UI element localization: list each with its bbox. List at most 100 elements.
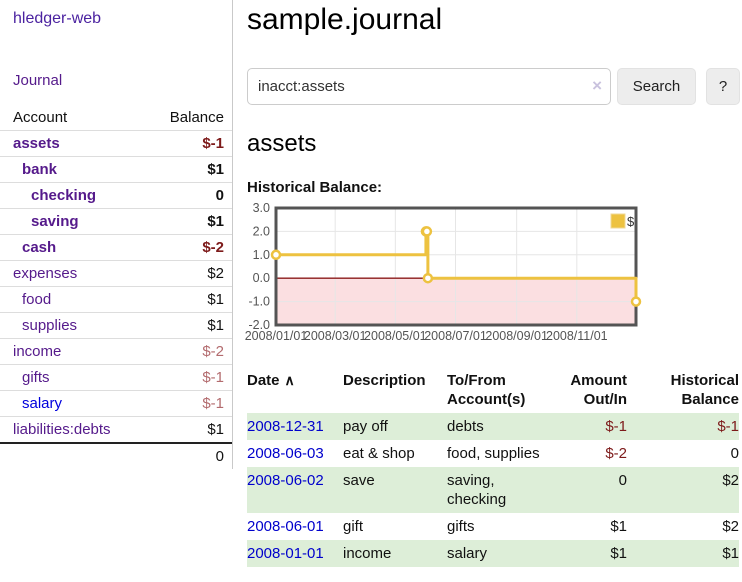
account-row: liabilities:debts $1 [0, 416, 232, 442]
account-balance: $-2 [202, 343, 224, 360]
register-col-header-text: Description [343, 372, 426, 389]
svg-text:2008/05/01: 2008/05/01 [364, 329, 427, 343]
account-row: supplies $1 [0, 312, 232, 338]
historical-balance-chart: $3.0 2.0 1.0 0.0 -1.0 -2.0 2008/01/01 2008/03/0… [244, 201, 742, 355]
svg-text:-1.0: -1.0 [248, 295, 270, 309]
register-col-header-text: To/From [447, 372, 506, 389]
account-row: gifts $-1 [0, 364, 232, 390]
register-col-header-text: Account(s) [447, 391, 526, 408]
account-balance: $-1 [202, 135, 224, 152]
register-col-header: Amount Out/In [555, 369, 627, 413]
search-form: × Search ? [247, 68, 742, 105]
transaction-description: save [343, 472, 375, 489]
account-link-income[interactable]: income [13, 343, 62, 360]
account-balance: $1 [207, 291, 224, 308]
register-col-header-text: Out/In [583, 391, 627, 408]
transaction-date-link[interactable]: 2008-12-31 [247, 418, 324, 435]
transaction-balance: 0 [730, 445, 739, 462]
transaction-balance: $2 [722, 472, 739, 489]
svg-text:0.0: 0.0 [253, 271, 270, 285]
transaction-accounts: food, supplies [447, 445, 540, 462]
sort-up-icon[interactable]: ∧ [284, 372, 295, 388]
transaction-description: income [343, 545, 392, 562]
account-link-saving[interactable]: saving [31, 213, 79, 230]
account-row: expenses $2 [0, 260, 232, 286]
account-link-bank[interactable]: bank [22, 161, 58, 178]
main-content: sample.journal × Search ? assets Histori… [233, 0, 742, 567]
register-col-header: Description [343, 369, 447, 413]
register-col-header-text: Date [247, 372, 280, 389]
legend-label: $ [627, 214, 635, 229]
accounts-table: Account Balance assets $-1 bank $1 checking 0… [0, 105, 232, 469]
account-balance: $-2 [202, 239, 224, 256]
transaction-amount: $-2 [605, 445, 627, 462]
register-col-header[interactable]: Date ∧ [247, 369, 343, 413]
help-button[interactable]: ? [706, 68, 740, 105]
register-col-header-text: Balance [681, 391, 739, 408]
nav-journal-link[interactable]: Journal [13, 72, 63, 89]
account-row: checking 0 [0, 182, 232, 208]
search-button[interactable]: Search [617, 68, 696, 105]
register-col-header: Historical Balance [627, 369, 739, 413]
account-link-salary[interactable]: salary [22, 395, 63, 412]
accounts-header-account: Account [13, 109, 68, 126]
account-link-expenses[interactable]: expenses [13, 265, 78, 282]
register-account-heading: assets [247, 130, 317, 157]
sidebar-content: hledger-web Journal Account Balance asse… [0, 0, 233, 469]
svg-text:3.0: 3.0 [253, 201, 270, 215]
transaction-row: 2008-01-01 income salary $1 $1 [247, 540, 739, 567]
transaction-description: gift [343, 518, 364, 535]
transaction-date-link[interactable]: 2008-06-01 [247, 518, 324, 535]
account-row: bank $1 [0, 156, 232, 182]
accounts-total-value: 0 [215, 448, 224, 465]
transaction-date-link[interactable]: 2008-06-02 [247, 472, 324, 489]
transaction-row: 2008-06-02 save saving, checking 0 $2 [247, 467, 739, 513]
svg-text:2008/03/01: 2008/03/01 [304, 329, 367, 343]
account-link-checking[interactable]: checking [31, 187, 97, 204]
clear-search-icon[interactable]: × [592, 76, 602, 95]
account-balance: $-1 [202, 395, 224, 412]
transaction-description: pay off [343, 418, 388, 435]
app-window: hledger-web Journal Account Balance asse… [0, 0, 742, 567]
transaction-description: eat & shop [343, 445, 415, 462]
register-table: Date ∧ Description To/From Account(s) Amount O… [247, 369, 739, 567]
sidebar-nav: Journal [0, 72, 232, 89]
transaction-accounts: saving, checking [447, 472, 507, 508]
account-link-supplies[interactable]: supplies [22, 317, 78, 334]
search-box: × [247, 68, 611, 105]
brand-link[interactable]: hledger-web [13, 10, 102, 27]
account-link-gifts[interactable]: gifts [22, 369, 50, 386]
register-col-header-text: Amount [570, 372, 627, 389]
legend-swatch [610, 213, 626, 229]
register-col-header-text: Historical [670, 372, 739, 389]
register-col-header: To/From Account(s) [447, 369, 555, 413]
svg-text:2008/07/01: 2008/07/01 [424, 329, 487, 343]
account-link-liabilities-debts[interactable]: liabilities:debts [13, 421, 111, 438]
svg-text:1.0: 1.0 [253, 248, 270, 262]
transaction-amount: $1 [610, 518, 627, 535]
transaction-amount: $-1 [605, 418, 627, 435]
account-balance: $1 [207, 317, 224, 334]
transaction-accounts: debts [447, 418, 484, 435]
chart-title: Historical Balance: [247, 179, 383, 196]
sidebar: hledger-web Journal Account Balance asse… [0, 0, 233, 567]
account-balance: 0 [215, 187, 224, 204]
svg-text:-2.0: -2.0 [248, 318, 270, 332]
svg-text:2.0: 2.0 [253, 224, 270, 238]
account-row: assets $-1 [0, 130, 232, 156]
account-link-food[interactable]: food [22, 291, 52, 308]
transaction-date-link[interactable]: 2008-06-03 [247, 445, 324, 462]
account-balance: $1 [207, 421, 224, 438]
transaction-row: 2008-06-01 gift gifts $1 $2 [247, 513, 739, 540]
transaction-accounts: gifts [447, 518, 475, 535]
accounts-table-header: Account Balance [0, 105, 232, 130]
transaction-amount: $1 [610, 545, 627, 562]
search-input[interactable] [247, 68, 611, 105]
brand: hledger-web [0, 8, 232, 28]
transaction-amount: 0 [618, 472, 627, 489]
account-link-assets[interactable]: assets [13, 135, 60, 152]
transaction-date-link[interactable]: 2008-01-01 [247, 545, 324, 562]
account-link-cash[interactable]: cash [22, 239, 57, 256]
svg-text:2008/01/01: 2008/01/01 [245, 329, 308, 343]
account-balance: $2 [207, 265, 224, 282]
